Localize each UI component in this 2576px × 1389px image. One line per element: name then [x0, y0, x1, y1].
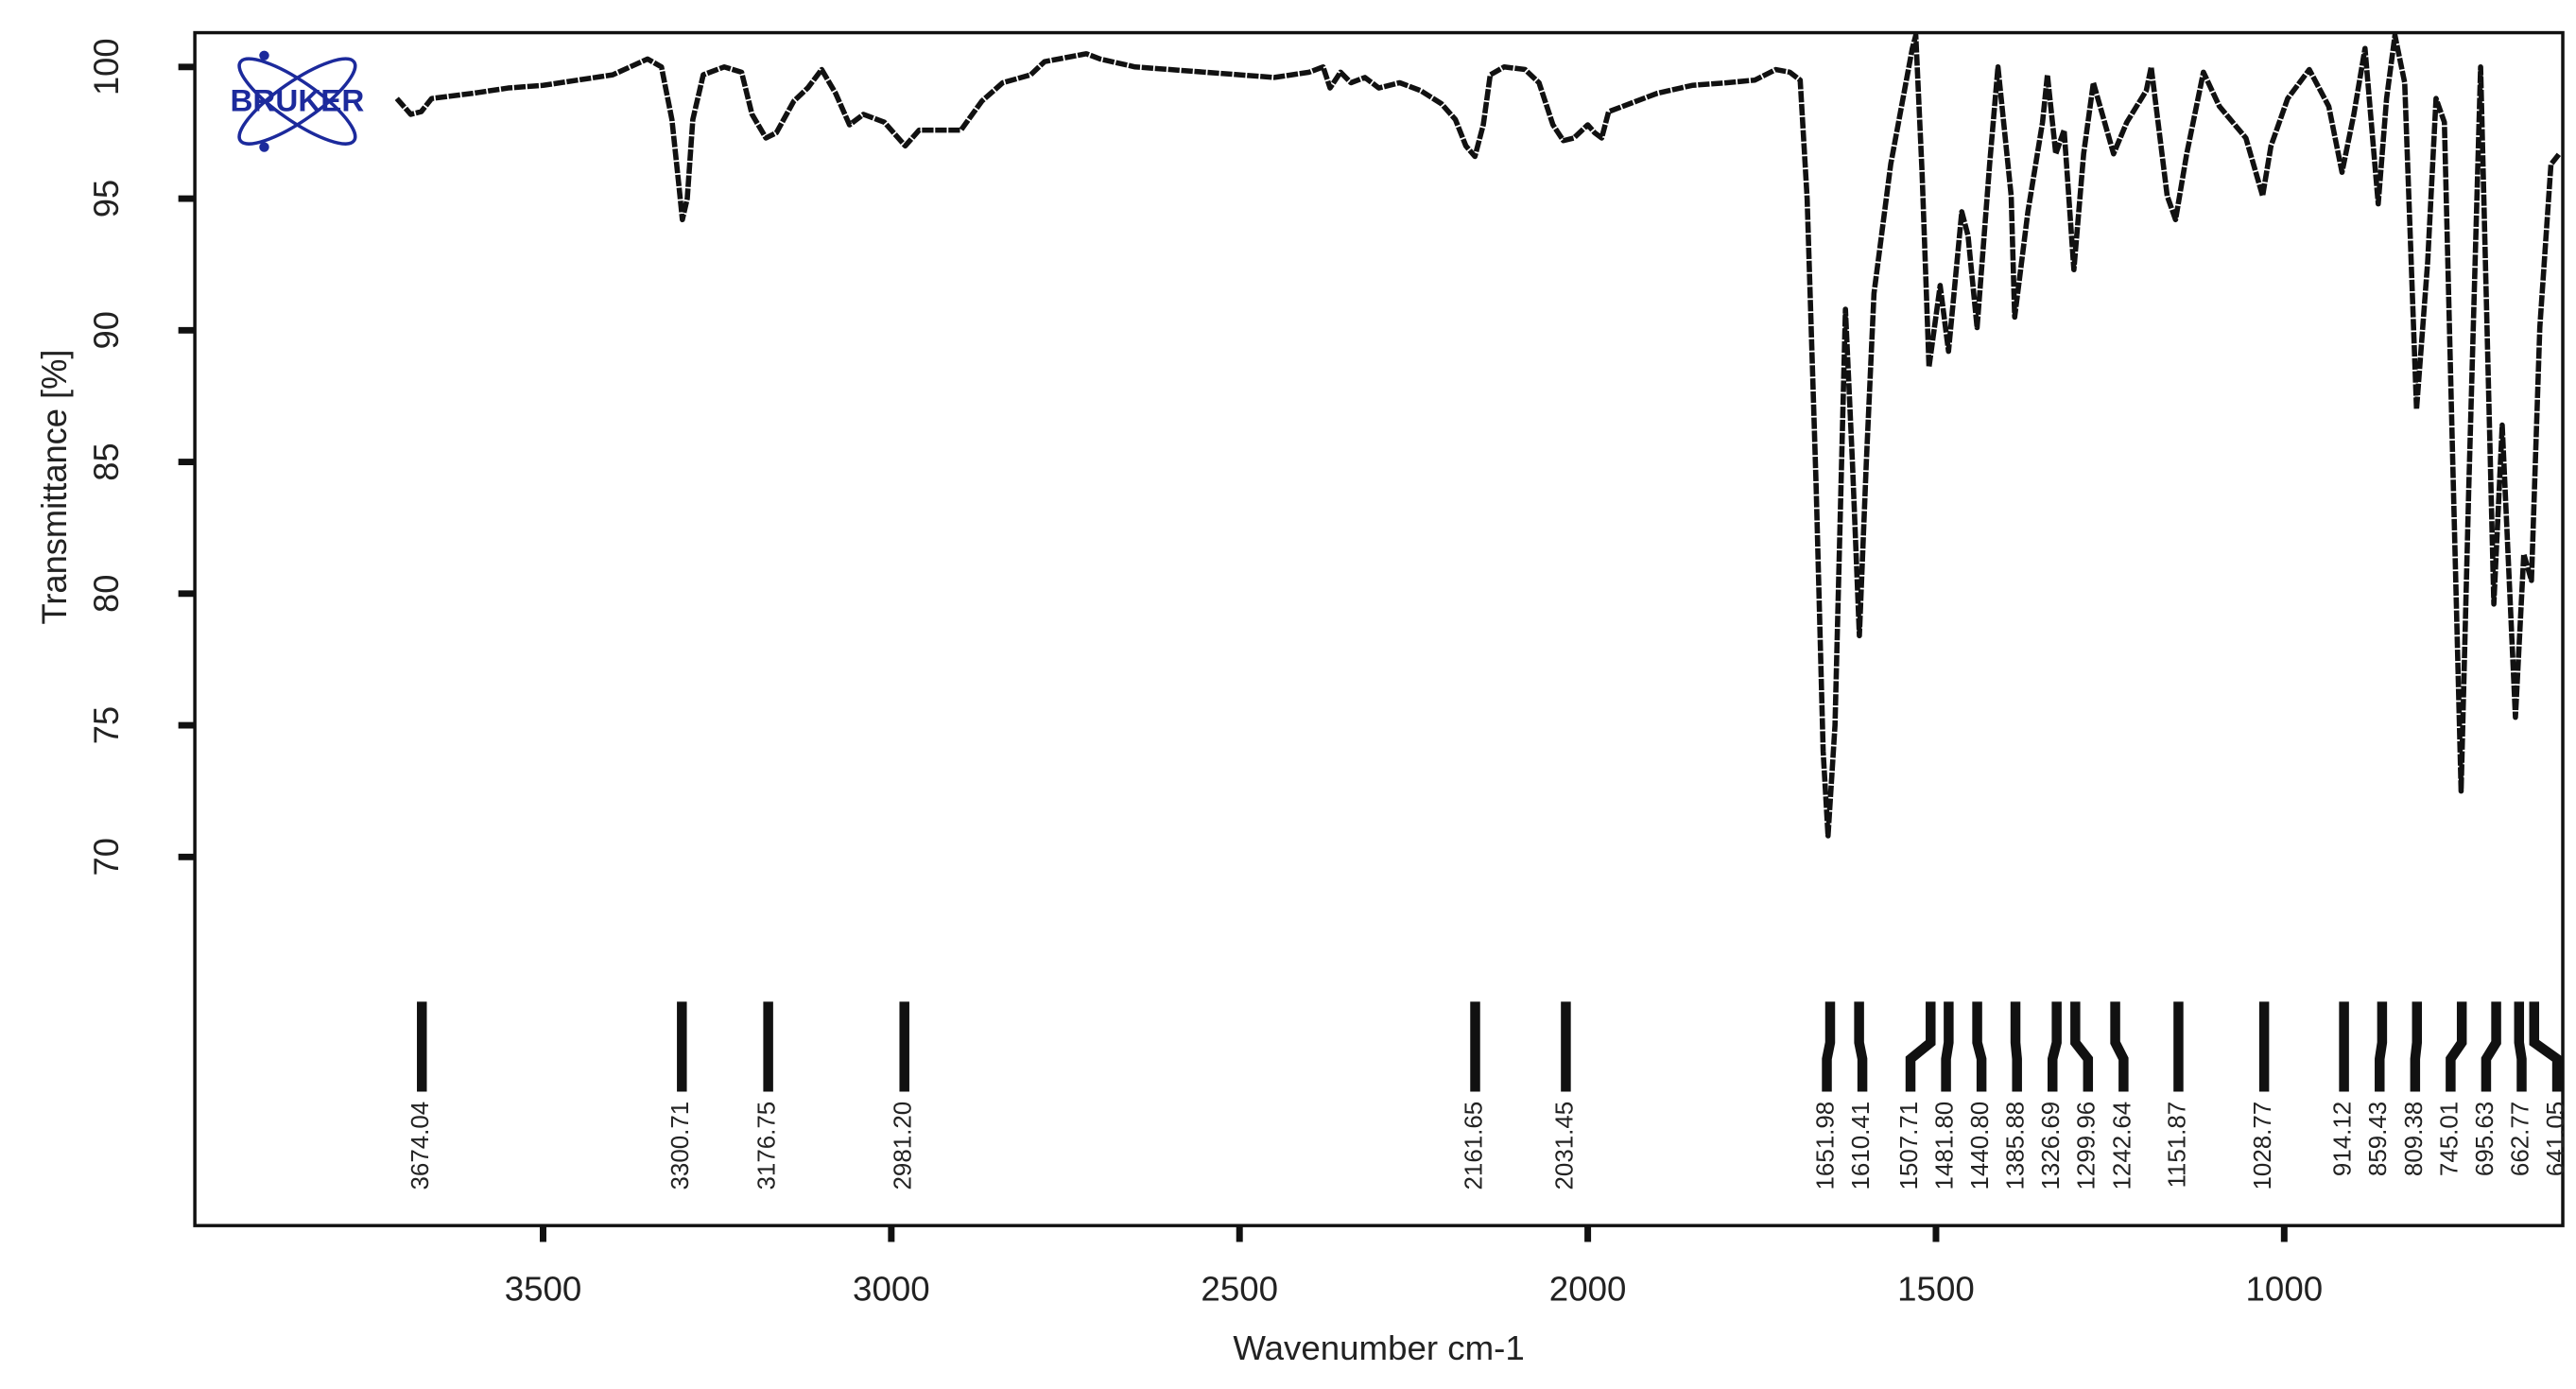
- logo-text: BRUKER: [230, 83, 364, 118]
- peak-label: 1326.69: [2036, 1102, 2065, 1190]
- logo: BRUKER: [230, 50, 365, 152]
- peak-label: 1440.80: [1965, 1102, 1994, 1190]
- peak-marker: [1905, 1001, 1936, 1092]
- peak-label: 1507.71: [1894, 1102, 1923, 1190]
- peak-label: 2161.65: [1459, 1102, 1487, 1190]
- peak-marker: [2514, 1001, 2527, 1092]
- x-axis-label: Wavenumber cm-1: [1233, 1328, 1524, 1367]
- logo-dot: [259, 50, 269, 61]
- peak-marker: [2481, 1001, 2501, 1092]
- peak-label: 1385.88: [2000, 1102, 2029, 1190]
- peak-marker: [2010, 1001, 2022, 1092]
- peak-label: 3300.71: [666, 1102, 694, 1190]
- peak-label: 2981.20: [889, 1102, 917, 1190]
- peak-marker: [2048, 1001, 2062, 1092]
- peak-marker: [2375, 1001, 2388, 1092]
- y-tick-label: 95: [87, 180, 126, 217]
- x-tick-label: 2500: [1201, 1270, 1278, 1309]
- peak-marker: [1822, 1001, 1836, 1092]
- x-tick-label: 3500: [505, 1270, 582, 1309]
- peak-marker: [2529, 1001, 2563, 1092]
- peak-label: 859.43: [2363, 1102, 2392, 1176]
- peak-label: 1610.41: [1846, 1102, 1875, 1190]
- x-tick-label: 1500: [1897, 1270, 1975, 1309]
- peak-label: 1299.96: [2072, 1102, 2101, 1190]
- peak-label: 1242.64: [2107, 1102, 2135, 1190]
- peak-marker: [1854, 1001, 1868, 1092]
- peak-label: 1151.87: [2162, 1102, 2190, 1189]
- logo-orbit: [237, 57, 357, 146]
- logo-dot: [259, 142, 269, 152]
- peak-label: 1481.80: [1929, 1102, 1958, 1190]
- y-tick-label: 85: [87, 443, 126, 480]
- spectrum-line: [394, 32, 2562, 839]
- peak-label: 809.38: [2399, 1102, 2428, 1176]
- y-tick-label: 100: [87, 39, 126, 96]
- peak-label: 641.05: [2541, 1102, 2569, 1176]
- x-tick-label: 1000: [2246, 1270, 2324, 1309]
- y-tick-label: 80: [87, 575, 126, 613]
- x-tick-label: 2000: [1549, 1270, 1627, 1309]
- peak-label: 3674.04: [406, 1102, 434, 1190]
- peak-label: 2031.45: [1549, 1102, 1578, 1190]
- peak-label: 662.77: [2505, 1102, 2533, 1176]
- peak-label: 914.12: [2327, 1102, 2356, 1176]
- peak-marker: [2410, 1001, 2423, 1092]
- x-tick-label: 3000: [853, 1270, 930, 1309]
- peak-label: 1651.98: [1810, 1102, 1839, 1190]
- peak-label: 3176.75: [752, 1102, 780, 1190]
- y-tick-label: 75: [87, 706, 126, 744]
- peak-label: 695.63: [2470, 1102, 2498, 1176]
- peak-marker: [1941, 1001, 1954, 1092]
- logo-orbit: [237, 57, 357, 146]
- y-tick-label: 90: [87, 311, 126, 349]
- plot-frame: [193, 30, 2565, 1227]
- peak-marker: [2446, 1001, 2467, 1092]
- peak-marker: [1972, 1001, 1987, 1092]
- peak-label: 745.01: [2434, 1102, 2463, 1176]
- peak-marker: [2070, 1001, 2094, 1092]
- peak-label: 1028.77: [2248, 1102, 2276, 1190]
- y-tick-label: 70: [87, 838, 126, 876]
- peak-marker: [2110, 1001, 2129, 1092]
- y-axis-label: Transmittance [%]: [35, 350, 74, 625]
